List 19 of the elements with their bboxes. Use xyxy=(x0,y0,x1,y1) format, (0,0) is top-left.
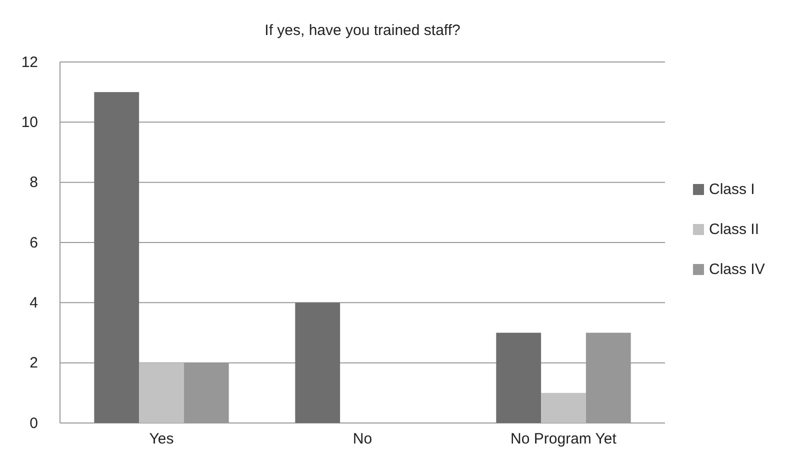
y-tick-label: 0 xyxy=(30,414,38,432)
y-tick-label: 2 xyxy=(30,354,38,372)
x-tick-label: No xyxy=(352,430,372,448)
y-tick-label: 10 xyxy=(21,114,38,131)
y-tick-label: 6 xyxy=(30,234,38,252)
chart-title: If yes, have you trained staff? xyxy=(264,22,460,39)
y-tick-label: 4 xyxy=(30,294,38,312)
x-tick-label: Yes xyxy=(149,430,174,448)
bar xyxy=(295,302,340,423)
bar xyxy=(139,362,184,423)
legend-label: Class IV xyxy=(709,261,765,278)
bar xyxy=(496,332,542,423)
x-tick-label: No Program Yet xyxy=(510,430,618,448)
legend-label: Class I xyxy=(709,181,755,198)
y-tick-label: 12 xyxy=(21,54,38,71)
bar xyxy=(541,392,586,423)
legend-label: Class II xyxy=(709,221,760,238)
bar xyxy=(94,92,140,423)
y-tick-label: 8 xyxy=(30,174,38,192)
